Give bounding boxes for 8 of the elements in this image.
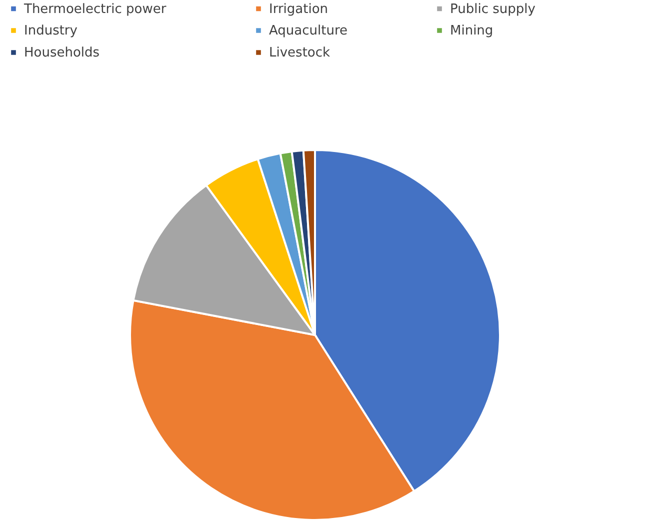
- legend-label: Livestock: [269, 46, 331, 60]
- legend-label: Industry: [24, 24, 78, 38]
- legend-label: Aquaculture: [269, 24, 348, 38]
- legend-label: Irrigation: [269, 2, 328, 17]
- legend-label: Mining: [450, 24, 494, 38]
- legend-label: Households: [24, 46, 100, 60]
- legend-label: Thermoelectric power: [23, 2, 167, 17]
- legend-label: Public supply: [450, 2, 536, 17]
